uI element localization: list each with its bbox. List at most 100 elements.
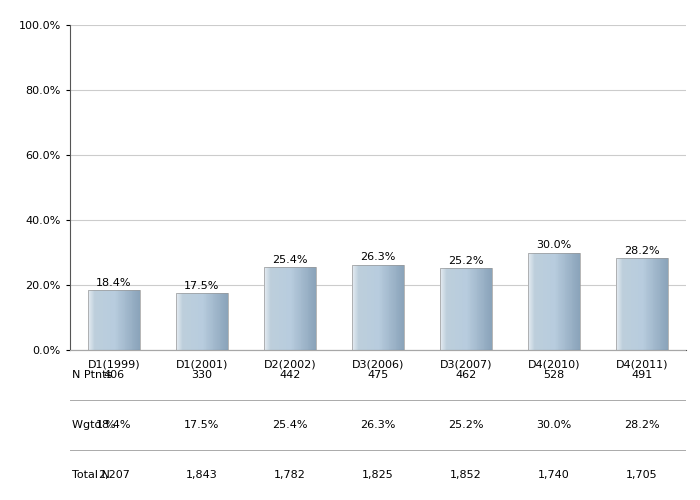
Bar <box>471 268 472 350</box>
Text: 30.0%: 30.0% <box>536 420 572 430</box>
Bar <box>304 268 305 350</box>
Bar <box>274 268 275 350</box>
Bar <box>546 252 547 350</box>
Bar <box>460 268 461 350</box>
Bar <box>129 290 130 350</box>
Bar <box>374 264 375 350</box>
Bar <box>88 290 90 350</box>
Bar <box>550 252 552 350</box>
Bar <box>655 258 656 350</box>
Bar <box>94 290 96 350</box>
Bar <box>99 290 100 350</box>
Bar <box>543 252 545 350</box>
Bar <box>180 293 181 350</box>
Bar <box>481 268 482 350</box>
Bar <box>95 290 97 350</box>
Text: 528: 528 <box>543 370 565 380</box>
Bar <box>637 258 638 350</box>
Bar <box>131 290 132 350</box>
Bar <box>392 264 393 350</box>
Bar <box>176 293 177 350</box>
Bar <box>627 258 628 350</box>
Bar <box>619 258 620 350</box>
Bar <box>641 258 642 350</box>
Bar <box>486 268 487 350</box>
Bar <box>114 290 115 350</box>
Bar <box>299 268 300 350</box>
Bar <box>306 268 307 350</box>
Bar <box>458 268 459 350</box>
Bar <box>307 268 309 350</box>
Bar <box>139 290 141 350</box>
Bar <box>542 252 543 350</box>
Bar <box>556 252 558 350</box>
Bar <box>216 293 217 350</box>
Bar <box>461 268 462 350</box>
Bar <box>134 290 135 350</box>
Bar <box>385 264 386 350</box>
Bar <box>625 258 626 350</box>
Bar <box>290 268 291 350</box>
Bar <box>179 293 180 350</box>
Text: 17.5%: 17.5% <box>184 280 220 290</box>
Bar <box>187 293 188 350</box>
Bar <box>183 293 185 350</box>
Bar <box>93 290 94 350</box>
Bar <box>550 252 551 350</box>
Bar <box>386 264 387 350</box>
Bar <box>553 252 554 350</box>
Bar <box>452 268 453 350</box>
Text: 1,825: 1,825 <box>362 470 394 480</box>
Bar <box>226 293 227 350</box>
Bar <box>444 268 445 350</box>
Bar <box>470 268 471 350</box>
Bar <box>298 268 299 350</box>
Bar <box>270 268 271 350</box>
Bar <box>279 268 281 350</box>
Bar <box>579 252 580 350</box>
Text: 1,782: 1,782 <box>274 470 306 480</box>
Bar <box>196 293 197 350</box>
Bar <box>555 252 556 350</box>
Bar <box>639 258 640 350</box>
Bar <box>570 252 572 350</box>
Bar <box>477 268 478 350</box>
Bar <box>88 290 89 350</box>
Bar <box>465 268 466 350</box>
Bar <box>381 264 382 350</box>
Bar <box>442 268 443 350</box>
Bar <box>88 290 141 350</box>
Bar <box>650 258 651 350</box>
Bar <box>540 252 541 350</box>
Bar <box>574 252 575 350</box>
Text: Wgtd %: Wgtd % <box>72 420 116 430</box>
Bar <box>528 252 529 350</box>
Bar <box>116 290 117 350</box>
Bar <box>569 252 570 350</box>
Bar <box>624 258 625 350</box>
Bar <box>115 290 116 350</box>
Bar <box>107 290 108 350</box>
Bar <box>264 268 316 350</box>
Bar <box>403 264 405 350</box>
Text: 25.4%: 25.4% <box>272 255 308 265</box>
Bar <box>447 268 449 350</box>
Bar <box>666 258 668 350</box>
Bar <box>572 252 573 350</box>
Text: 28.2%: 28.2% <box>624 246 660 256</box>
Bar <box>649 258 650 350</box>
Bar <box>457 268 458 350</box>
Bar <box>122 290 124 350</box>
Bar <box>454 268 456 350</box>
Bar <box>305 268 306 350</box>
Bar <box>106 290 107 350</box>
Bar <box>227 293 228 350</box>
Bar <box>663 258 664 350</box>
Bar <box>271 268 272 350</box>
Bar <box>400 264 401 350</box>
Bar <box>215 293 216 350</box>
Bar <box>313 268 314 350</box>
Bar <box>661 258 662 350</box>
Bar <box>634 258 635 350</box>
Bar <box>122 290 123 350</box>
